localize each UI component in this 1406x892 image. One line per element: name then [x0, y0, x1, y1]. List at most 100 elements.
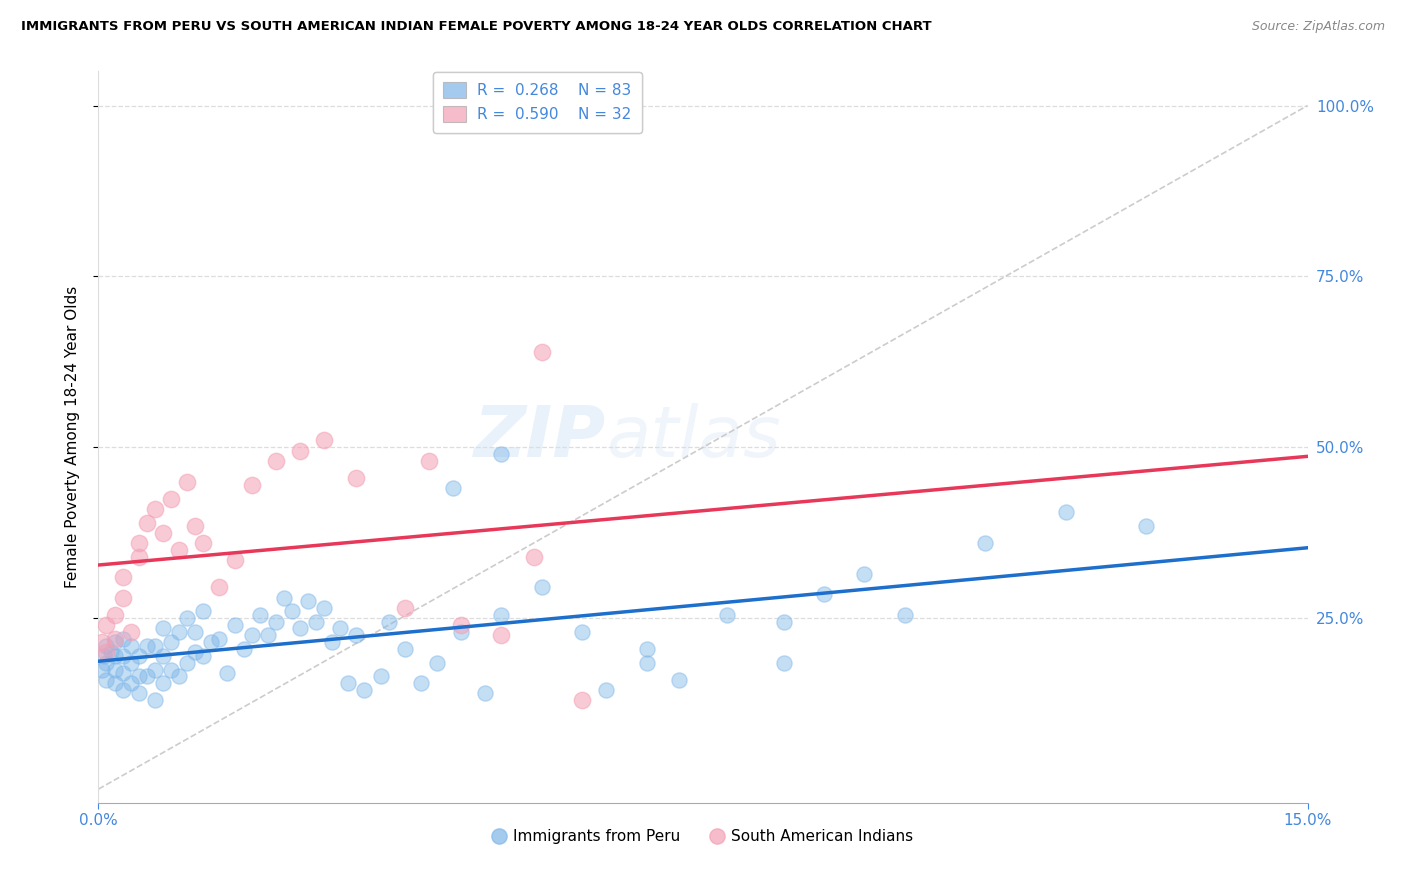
Point	[426, 656, 449, 670]
Point	[167, 669, 190, 683]
Point	[111, 683, 134, 698]
Point	[135, 516, 157, 530]
Point	[240, 628, 263, 642]
Point	[297, 594, 319, 608]
Point	[120, 656, 142, 670]
Point	[143, 501, 166, 516]
Point	[321, 635, 343, 649]
Point	[344, 471, 367, 485]
Point	[128, 669, 150, 683]
Text: ZIP: ZIP	[474, 402, 606, 472]
Point	[193, 648, 215, 663]
Point	[160, 663, 183, 677]
Point	[530, 581, 553, 595]
Point	[90, 635, 112, 649]
Point	[103, 663, 125, 677]
Point	[636, 656, 658, 670]
Point	[772, 615, 794, 629]
Point	[264, 615, 287, 629]
Point	[249, 607, 271, 622]
Point	[217, 665, 239, 680]
Point	[370, 669, 392, 683]
Point	[337, 676, 360, 690]
Point	[120, 624, 142, 639]
Point	[344, 628, 367, 642]
Point	[377, 615, 399, 629]
Point	[152, 648, 174, 663]
Point	[200, 635, 222, 649]
Point	[176, 611, 198, 625]
Point	[90, 663, 112, 677]
Point	[281, 604, 304, 618]
Point	[176, 656, 198, 670]
Point	[450, 618, 472, 632]
Point	[152, 525, 174, 540]
Point	[184, 645, 207, 659]
Point	[103, 632, 125, 646]
Point	[143, 663, 166, 677]
Legend: Immigrants from Peru, South American Indians: Immigrants from Peru, South American Ind…	[486, 822, 920, 850]
Point	[167, 624, 190, 639]
Point	[491, 607, 513, 622]
Point	[314, 434, 336, 448]
Point	[571, 693, 593, 707]
Point	[491, 447, 513, 461]
Point	[184, 624, 207, 639]
Point	[152, 676, 174, 690]
Point	[974, 536, 997, 550]
Point	[103, 607, 125, 622]
Point	[394, 601, 416, 615]
Point	[193, 536, 215, 550]
Point	[100, 645, 122, 659]
Point	[128, 686, 150, 700]
Point	[273, 591, 295, 605]
Point	[314, 601, 336, 615]
Point	[176, 475, 198, 489]
Point	[103, 635, 125, 649]
Point	[256, 628, 278, 642]
Point	[111, 648, 134, 663]
Point	[288, 622, 311, 636]
Text: IMMIGRANTS FROM PERU VS SOUTH AMERICAN INDIAN FEMALE POVERTY AMONG 18-24 YEAR OL: IMMIGRANTS FROM PERU VS SOUTH AMERICAN I…	[21, 20, 932, 33]
Point	[96, 656, 118, 670]
Point	[111, 632, 134, 646]
Point	[530, 344, 553, 359]
Text: atlas: atlas	[606, 402, 780, 472]
Point	[441, 481, 464, 495]
Point	[93, 648, 115, 663]
Point	[120, 676, 142, 690]
Point	[120, 639, 142, 653]
Point	[135, 669, 157, 683]
Point	[111, 591, 134, 605]
Point	[96, 639, 118, 653]
Point	[128, 536, 150, 550]
Point	[103, 676, 125, 690]
Point	[1054, 505, 1077, 519]
Point	[353, 683, 375, 698]
Text: Source: ZipAtlas.com: Source: ZipAtlas.com	[1251, 20, 1385, 33]
Point	[716, 607, 738, 622]
Point	[96, 618, 118, 632]
Point	[240, 478, 263, 492]
Point	[491, 628, 513, 642]
Point	[409, 676, 432, 690]
Point	[1135, 519, 1157, 533]
Point	[813, 587, 835, 601]
Point	[208, 581, 231, 595]
Point	[571, 624, 593, 639]
Point	[523, 549, 546, 564]
Point	[772, 656, 794, 670]
Point	[418, 454, 440, 468]
Point	[288, 443, 311, 458]
Point	[305, 615, 328, 629]
Point	[111, 570, 134, 584]
Point	[152, 622, 174, 636]
Point	[232, 642, 254, 657]
Point	[853, 566, 876, 581]
Point	[103, 648, 125, 663]
Point	[160, 491, 183, 506]
Point	[208, 632, 231, 646]
Point	[329, 622, 352, 636]
Point	[224, 553, 246, 567]
Point	[143, 639, 166, 653]
